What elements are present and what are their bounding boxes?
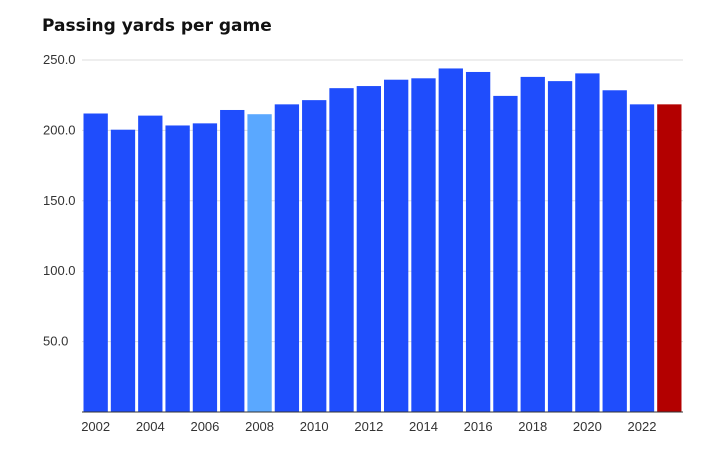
bar-2009[interactable] — [274, 104, 300, 412]
y-tick-label: 150.0 — [43, 193, 76, 208]
bar-2008[interactable] — [247, 114, 272, 413]
bar-2023[interactable] — [657, 104, 682, 412]
bar-2006[interactable] — [192, 123, 218, 413]
y-tick-label: 200.0 — [43, 122, 76, 137]
bar-2013[interactable] — [384, 79, 409, 413]
bar-2012[interactable] — [356, 86, 381, 413]
bar-2016[interactable] — [465, 71, 491, 412]
y-tick-label: 50.0 — [43, 334, 68, 349]
x-tick-label: 2006 — [190, 419, 219, 434]
bar-2017[interactable] — [493, 95, 518, 413]
x-tick-label: 2002 — [81, 419, 110, 434]
x-tick-label: 2022 — [628, 419, 657, 434]
x-tick-label: 2014 — [409, 419, 438, 434]
y-tick-labels: 50.0 100.0 150.0 200.0 250.0 — [43, 52, 76, 349]
bar-2014[interactable] — [411, 78, 436, 413]
x-tick-label: 2008 — [245, 419, 274, 434]
x-tick-label: 2010 — [300, 419, 329, 434]
bar-2022[interactable] — [629, 104, 655, 412]
bar-2020[interactable] — [575, 73, 600, 412]
bar-2021[interactable] — [602, 90, 627, 413]
x-tick-label: 2016 — [464, 419, 493, 434]
x-tick-label: 2020 — [573, 419, 602, 434]
bar-2011[interactable] — [329, 88, 354, 412]
bar-2015[interactable] — [438, 68, 463, 412]
bar-2003[interactable] — [110, 129, 136, 412]
bars — [82, 68, 683, 413]
bar-2007[interactable] — [220, 109, 245, 412]
bar-2002[interactable] — [83, 113, 108, 413]
chart-title: Passing yards per game — [42, 16, 272, 36]
y-tick-label: 100.0 — [43, 263, 76, 278]
bar-2005[interactable] — [165, 125, 190, 412]
x-tick-label: 2018 — [518, 419, 547, 434]
x-tick-label: 2004 — [136, 419, 165, 434]
y-tick-label: 250.0 — [43, 52, 76, 67]
bar-2018[interactable] — [520, 76, 545, 413]
bar-2004[interactable] — [138, 115, 163, 413]
bar-2019[interactable] — [547, 81, 573, 413]
x-tick-label: 2012 — [354, 419, 383, 434]
x-tick-labels: 2002 2004 2006 2008 2010 2012 2014 2016 2018 2020… — [81, 419, 656, 434]
bar-2010[interactable] — [302, 100, 327, 412]
